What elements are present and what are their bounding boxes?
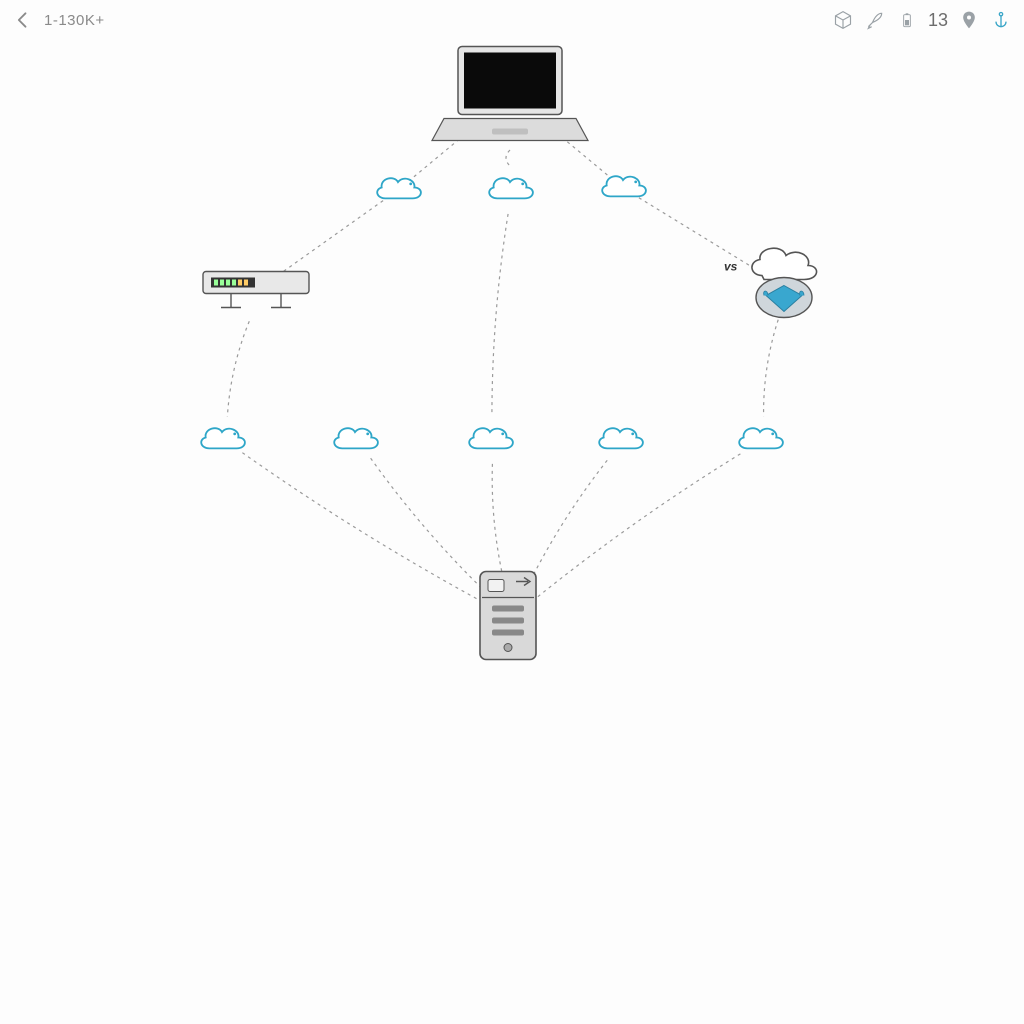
node-c3[interactable]: [594, 167, 652, 210]
node-r3[interactable]: [461, 419, 519, 462]
edge-r2-server: [371, 458, 486, 592]
node-r2[interactable]: [326, 419, 384, 462]
diagram-canvas: vs: [0, 0, 1024, 1024]
node-r4[interactable]: [591, 419, 649, 462]
edge-r5-server: [536, 454, 741, 599]
node-vscloud[interactable]: vs: [738, 246, 828, 331]
node-switch[interactable]: [201, 266, 311, 319]
node-c2[interactable]: [481, 169, 539, 212]
node-laptop[interactable]: [430, 43, 590, 158]
edge-r3-server: [492, 464, 504, 584]
node-server[interactable]: [476, 570, 540, 667]
node-r1[interactable]: [193, 419, 251, 462]
node-r5[interactable]: [731, 419, 789, 462]
edge-r1-server: [242, 453, 479, 600]
edge-switch-r1: [227, 321, 249, 416]
node-c1[interactable]: [369, 169, 427, 212]
edge-c2-r3: [492, 214, 508, 416]
edge-vscloud-r5: [764, 320, 779, 417]
node-label-vscloud: vs: [724, 260, 737, 274]
